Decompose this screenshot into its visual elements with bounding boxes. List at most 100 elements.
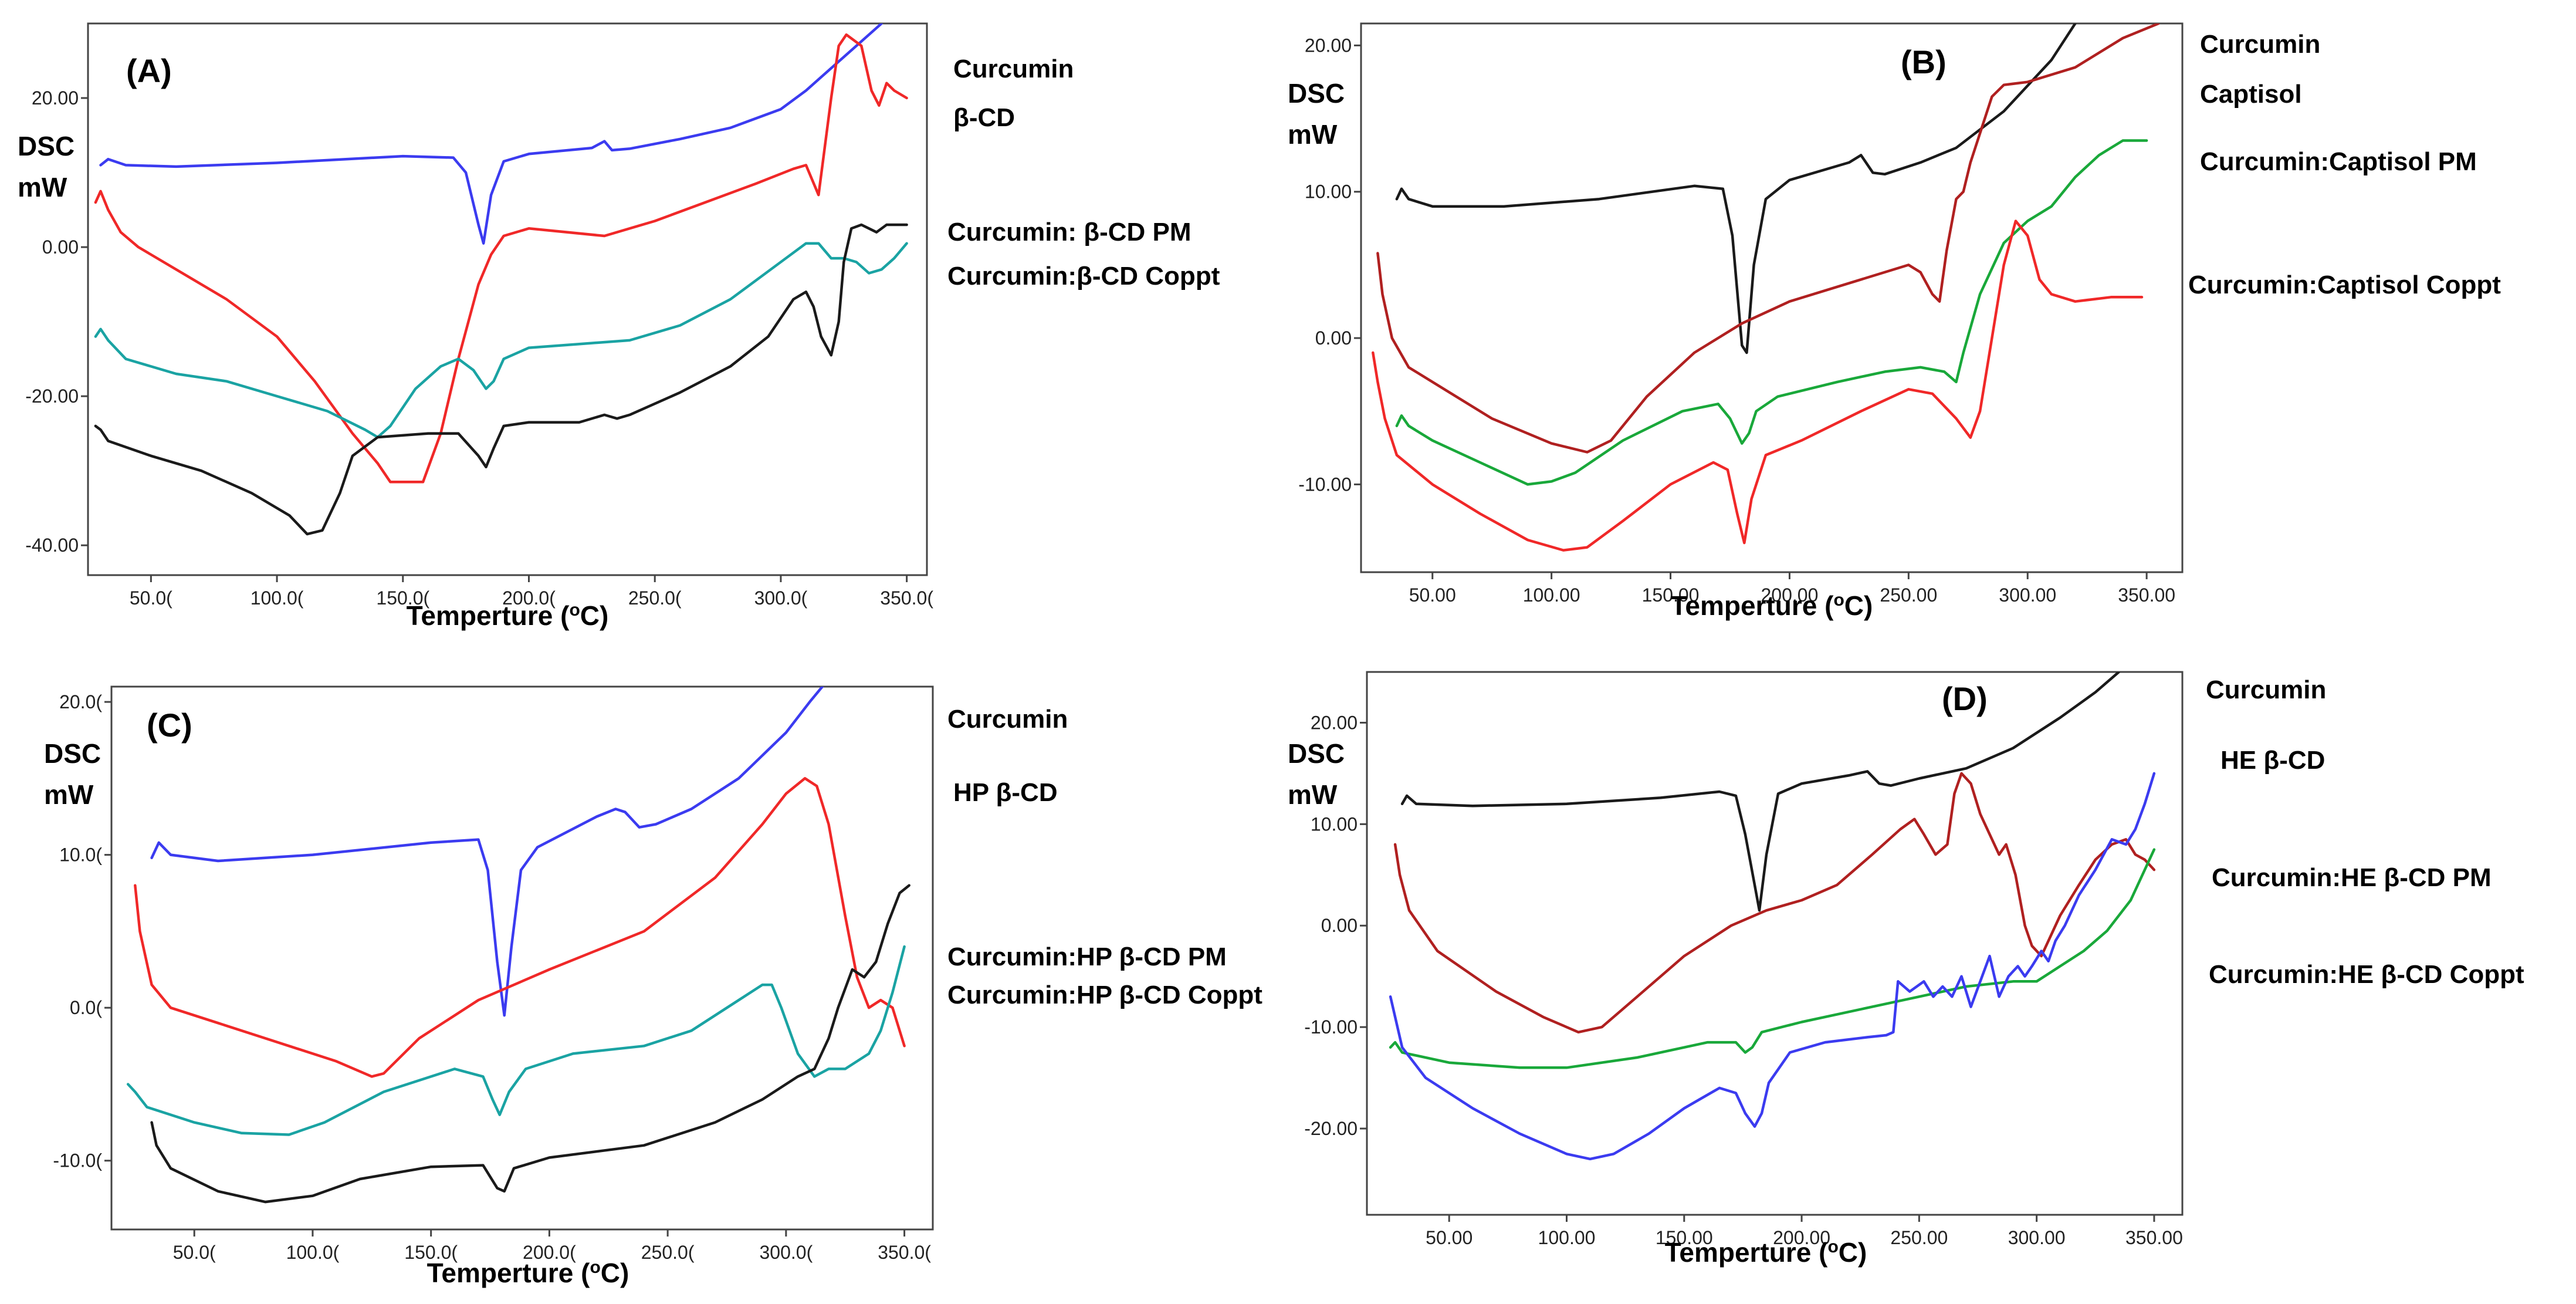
x-tick-label-b: 300.00 xyxy=(1999,585,2056,606)
series-line-b-4-red xyxy=(1372,219,2144,552)
x-tick-label-b: 50.00 xyxy=(1409,585,1456,606)
series-line-b-3-green xyxy=(1395,139,2148,486)
y-axis-label-bottom-d: mW xyxy=(1288,779,1338,810)
series-line-d-4-blue xyxy=(1389,772,2156,1161)
y-tick-label-b: 10.00 xyxy=(1305,181,1352,202)
legend-entry-d-4: Curcumin:HE β-CD Coppt xyxy=(2209,960,2524,989)
x-tick-label-a: 250.0( xyxy=(628,587,682,609)
y-tick-label-a: -40.00 xyxy=(25,535,79,556)
y-tick-label-c: -10.0( xyxy=(53,1150,102,1171)
x-tick-label-a: 50.0( xyxy=(130,587,172,609)
x-tick-label-d: 250.00 xyxy=(1890,1227,1948,1248)
series-line-a-4-black xyxy=(94,223,908,536)
series-line-a-3-teal xyxy=(94,242,908,439)
y-axis-label-top-c: DSC xyxy=(44,738,101,769)
plot-frame-b xyxy=(1360,22,2184,573)
x-tick-label-c: 250.0( xyxy=(641,1242,695,1263)
y-tick-label-c: 0.0( xyxy=(70,997,102,1018)
panel-label-d: (D) xyxy=(1942,680,1988,717)
y-axis-label-bottom-b: mW xyxy=(1288,119,1338,150)
plot-frame-a xyxy=(87,22,928,576)
x-tick-label-d: 350.00 xyxy=(2125,1227,2183,1248)
x-tick-label-d: 300.00 xyxy=(2008,1227,2066,1248)
x-tick-label-b: 350.00 xyxy=(2118,585,2175,606)
series-line-b-2-darkred xyxy=(1376,23,2160,454)
x-axis-label-c: Temperture (oC) xyxy=(427,1258,629,1289)
y-tick-label-d: -10.00 xyxy=(1304,1016,1358,1038)
x-tick-label-d: 100.00 xyxy=(1538,1227,1596,1248)
x-tick-label-b: 250.00 xyxy=(1880,585,1937,606)
legend-entry-b-3: Curcumin:Captisol PM xyxy=(2200,147,2477,176)
series-line-a-2-red xyxy=(94,33,908,484)
y-tick-label-d: 20.00 xyxy=(1311,712,1358,733)
y-tick-label-a: 0.00 xyxy=(42,237,79,258)
series-line-c-4-black xyxy=(150,884,910,1204)
series-line-c-2-red xyxy=(134,777,906,1078)
y-tick-label-b: 20.00 xyxy=(1305,35,1352,56)
x-tick-label-d: 50.00 xyxy=(1426,1227,1473,1248)
legend-entry-a-1: Curcumin xyxy=(953,55,1074,83)
x-tick-label-c: 150.0( xyxy=(404,1242,458,1263)
series-layer-c xyxy=(126,687,910,1204)
tick-layer-b: 50.00 100.00 150.00 200.00 250.00 300.00 350.0… xyxy=(1298,35,2175,606)
legend-entry-c-1: Curcumin xyxy=(947,705,1068,734)
legend-entry-b-2: Captisol xyxy=(2200,80,2302,109)
series-layer-a xyxy=(94,23,908,536)
y-axis-label-bottom-a: mW xyxy=(18,172,67,202)
y-tick-label-c: 10.0( xyxy=(59,844,102,866)
x-tick-label-c: 300.0( xyxy=(759,1242,813,1263)
legend-entry-d-2: HE β-CD xyxy=(2220,746,2325,775)
series-layer-d xyxy=(1389,672,2156,1161)
x-tick-label-c: 200.0( xyxy=(523,1242,576,1263)
plot-frame-d xyxy=(1366,671,2184,1216)
x-tick-label-c: 100.0( xyxy=(286,1242,340,1263)
x-tick-label-a: 100.0( xyxy=(251,587,304,609)
series-line-d-3-green xyxy=(1389,848,2156,1069)
panel-label-c: (C) xyxy=(147,707,192,744)
x-tick-label-c: 50.0( xyxy=(173,1242,216,1263)
legend-entry-b-4: Curcumin:Captisol Coppt xyxy=(2188,271,2501,299)
panel-a: 50.0( 100.0( 150.0( 200.0( 250.0( 300.0( 350.0… xyxy=(18,22,1220,631)
series-line-c-1-blue xyxy=(150,687,824,1017)
series-line-a-1-blue xyxy=(99,23,883,245)
tick-layer-d: 50.00 100.00 150.00 200.00 250.00 300.00 350.0… xyxy=(1304,712,2183,1248)
y-tick-label-d: 10.00 xyxy=(1311,813,1358,835)
y-tick-label-d: -20.00 xyxy=(1304,1118,1358,1139)
x-axis-label-a: Temperture (oC) xyxy=(407,600,609,631)
legend-entry-a-3: Curcumin: β-CD PM xyxy=(947,218,1191,246)
tick-layer-a: 50.0( 100.0( 150.0( 200.0( 250.0( 300.0( 350.0… xyxy=(25,87,933,609)
plot-frame-c xyxy=(110,685,934,1231)
legend-entry-c-4: Curcumin:HP β-CD Coppt xyxy=(947,981,1262,1009)
x-tick-label-a: 350.0( xyxy=(880,587,933,609)
series-line-b-1-black xyxy=(1395,23,2077,354)
x-axis-label-d: Temperture (oC) xyxy=(1665,1237,1867,1268)
legend-entry-c-2: HP β-CD xyxy=(953,778,1058,807)
y-tick-label-b: -10.00 xyxy=(1298,474,1352,495)
panel-d: 50.00 100.00 150.00 200.00 250.00 300.00 350.0… xyxy=(1288,671,2524,1268)
x-tick-label-d: 150.00 xyxy=(1656,1227,1713,1248)
y-axis-label-top-a: DSC xyxy=(18,131,75,161)
series-layer-b xyxy=(1372,23,2160,552)
x-tick-label-d: 200.00 xyxy=(1773,1227,1830,1248)
y-tick-label-b: 0.00 xyxy=(1315,327,1352,349)
x-tick-label-a: 300.0( xyxy=(754,587,808,609)
series-line-c-3-teal xyxy=(126,945,906,1136)
y-axis-label-top-d: DSC xyxy=(1288,738,1345,769)
x-tick-label-b: 150.00 xyxy=(1642,585,1700,606)
legend-entry-b-1: Curcumin xyxy=(2200,30,2320,59)
y-axis-label-top-b: DSC xyxy=(1288,78,1345,109)
y-tick-label-a: -20.00 xyxy=(25,386,79,407)
series-line-d-1-black xyxy=(1400,672,2121,912)
x-tick-label-a: 200.0( xyxy=(502,587,556,609)
y-axis-label-bottom-c: mW xyxy=(44,779,94,810)
series-line-d-2-darkred xyxy=(1393,772,2156,1034)
panel-c: 50.0(100.0(150.0(200.0(250.0(300.0(350.0… xyxy=(44,685,1262,1289)
x-tick-label-a: 150.0( xyxy=(376,587,429,609)
panel-b: 50.00 100.00 150.00 200.00 250.00 300.00 350.0… xyxy=(1288,22,2501,621)
legend-entry-c-3: Curcumin:HP β-CD PM xyxy=(947,942,1227,971)
y-tick-label-d: 0.00 xyxy=(1321,915,1358,936)
x-axis-label-b: Temperture (oC) xyxy=(1671,590,1873,621)
tick-layer-c: 50.0(100.0(150.0(200.0(250.0(300.0(350.0… xyxy=(53,691,931,1263)
x-tick-label-b: 200.00 xyxy=(1761,585,1818,606)
